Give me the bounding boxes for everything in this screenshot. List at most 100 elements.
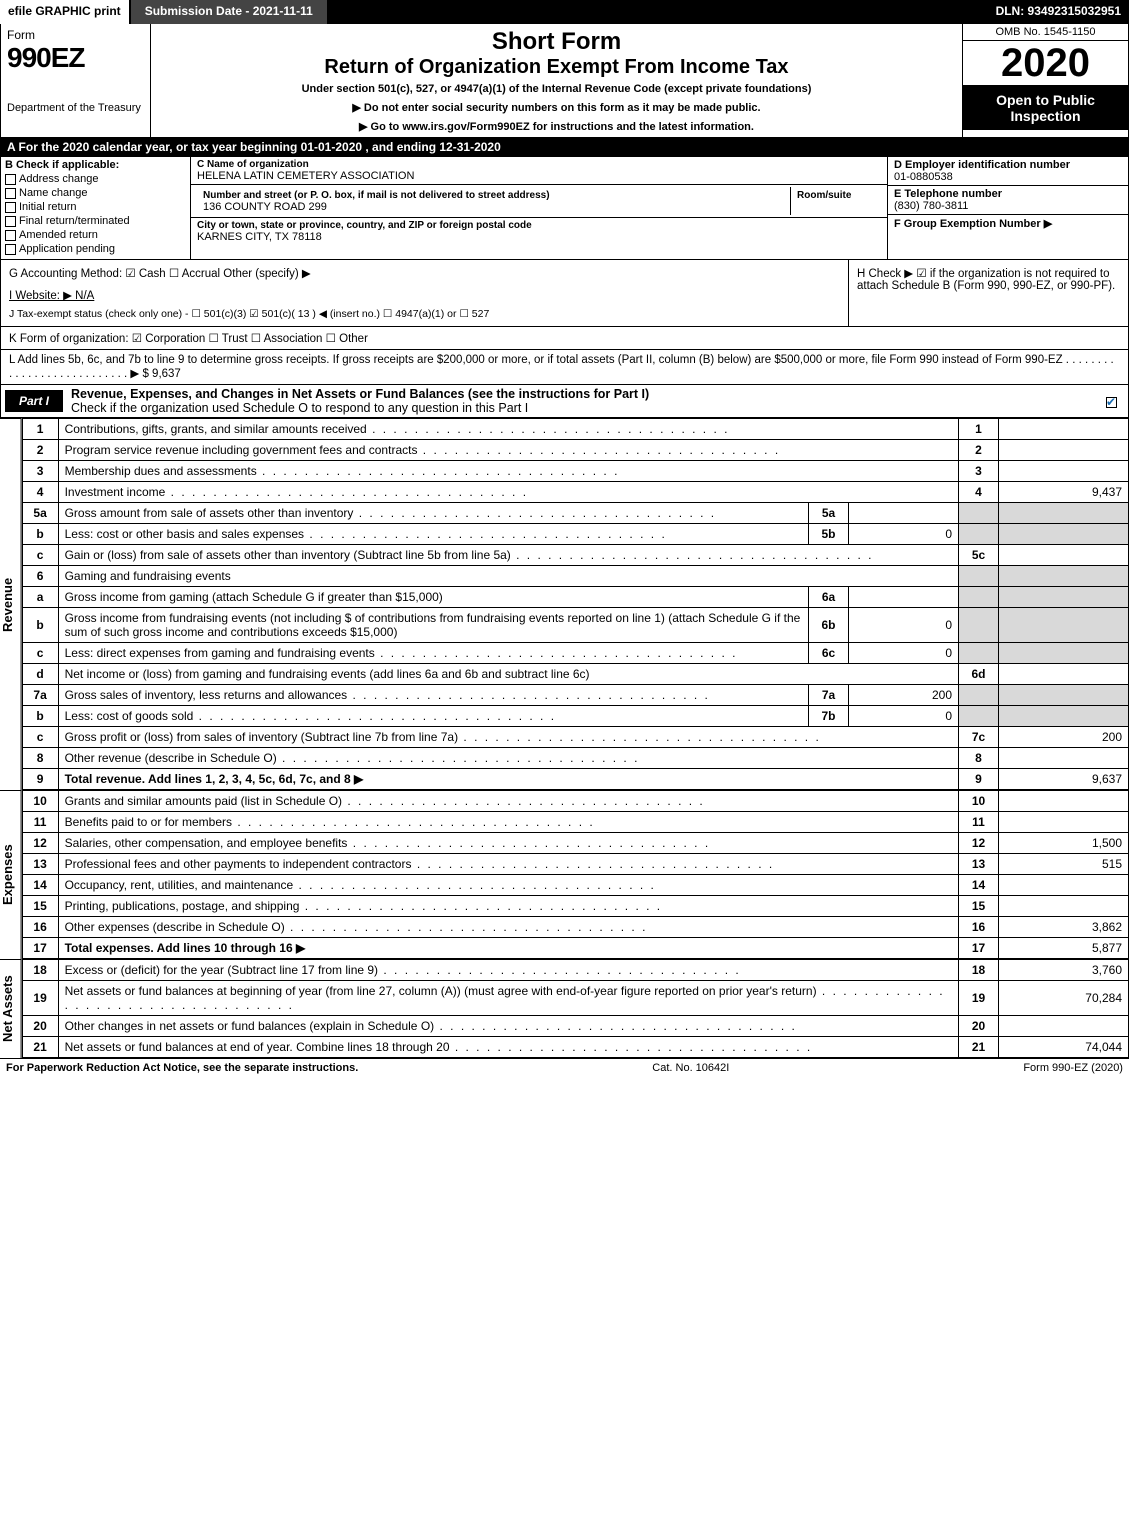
line-j: J Tax-exempt status (check only one) - ☐… — [9, 308, 840, 320]
col-c-org: C Name of organization HELENA LATIN CEME… — [191, 157, 888, 259]
revenue-section: Revenue 1Contributions, gifts, grants, a… — [0, 418, 1129, 790]
line-6: 6Gaming and fundraising events — [22, 566, 1128, 587]
tax-year: 2020 — [963, 41, 1128, 86]
org-name-label: C Name of organization — [197, 159, 881, 170]
line-6b: bGross income from fundraising events (n… — [22, 608, 1128, 643]
line-4: 4Investment income49,437 — [22, 482, 1128, 503]
org-name-block: C Name of organization HELENA LATIN CEME… — [191, 157, 887, 185]
header-mid: Short Form Return of Organization Exempt… — [151, 24, 963, 137]
line-5a: 5aGross amount from sale of assets other… — [22, 503, 1128, 524]
chk-final[interactable]: Final return/terminated — [5, 215, 186, 227]
ein-block: D Employer identification number 01-0880… — [888, 157, 1128, 186]
line-6d: dNet income or (loss) from gaming and fu… — [22, 664, 1128, 685]
line-5c: cGain or (loss) from sale of assets othe… — [22, 545, 1128, 566]
under-section: Under section 501(c), 527, or 4947(a)(1)… — [159, 83, 954, 95]
group-block: F Group Exemption Number ▶ — [888, 215, 1128, 232]
line-3: 3Membership dues and assessments3 — [22, 461, 1128, 482]
footer: For Paperwork Reduction Act Notice, see … — [0, 1058, 1129, 1077]
dept-treasury: Department of the Treasury — [7, 102, 144, 114]
netassets-label: Net Assets — [0, 959, 22, 1058]
mid-block: G Accounting Method: ☑ Cash ☐ Accrual Ot… — [0, 260, 1129, 327]
footer-mid: Cat. No. 10642I — [652, 1062, 729, 1074]
line-19: 19Net assets or fund balances at beginni… — [22, 981, 1128, 1016]
ein-value: 01-0880538 — [894, 171, 953, 183]
group-label: F Group Exemption Number ▶ — [894, 218, 1052, 230]
chk-initial[interactable]: Initial return — [5, 201, 186, 213]
line-7c: cGross profit or (loss) from sales of in… — [22, 727, 1128, 748]
short-form-title: Short Form — [159, 28, 954, 56]
form-number: 990EZ — [7, 42, 144, 74]
line-g: G Accounting Method: ☑ Cash ☐ Accrual Ot… — [9, 266, 840, 280]
expenses-label: Expenses — [0, 790, 22, 959]
omb-number: OMB No. 1545-1150 — [963, 24, 1128, 41]
top-bar: efile GRAPHIC print Submission Date - 20… — [0, 0, 1129, 24]
col-b-title: B Check if applicable: — [5, 159, 186, 171]
line-9: 9Total revenue. Add lines 1, 2, 3, 4, 5c… — [22, 769, 1128, 790]
netassets-table: 18Excess or (deficit) for the year (Subt… — [22, 959, 1129, 1058]
line-7a: 7aGross sales of inventory, less returns… — [22, 685, 1128, 706]
line-15: 15Printing, publications, postage, and s… — [22, 896, 1128, 917]
line-1: 1Contributions, gifts, grants, and simil… — [22, 419, 1128, 440]
header-right: OMB No. 1545-1150 2020 Open to Public In… — [963, 24, 1128, 137]
chk-amended[interactable]: Amended return — [5, 229, 186, 241]
expenses-table: 10Grants and similar amounts paid (list … — [22, 790, 1129, 959]
return-title: Return of Organization Exempt From Incom… — [159, 56, 954, 79]
line-8: 8Other revenue (describe in Schedule O)8 — [22, 748, 1128, 769]
line-5b: bLess: cost or other basis and sales exp… — [22, 524, 1128, 545]
spacer — [329, 0, 988, 24]
city-label: City or town, state or province, country… — [197, 220, 881, 231]
city-value: KARNES CITY, TX 78118 — [197, 231, 322, 243]
form-label: Form — [7, 28, 144, 42]
revenue-table: 1Contributions, gifts, grants, and simil… — [22, 418, 1129, 790]
line-20: 20Other changes in net assets or fund ba… — [22, 1016, 1128, 1037]
line-17: 17Total expenses. Add lines 10 through 1… — [22, 938, 1128, 959]
part1-subtitle: Check if the organization used Schedule … — [71, 401, 528, 415]
tel-block: E Telephone number (830) 780-3811 — [888, 186, 1128, 215]
header-left: Form 990EZ Department of the Treasury — [1, 24, 151, 137]
revenue-label: Revenue — [0, 418, 22, 790]
mid-right: H Check ▶ ☑ if the organization is not r… — [848, 260, 1128, 326]
chk-address[interactable]: Address change — [5, 173, 186, 185]
info-grid: B Check if applicable: Address change Na… — [0, 157, 1129, 260]
form-header: Form 990EZ Department of the Treasury Sh… — [0, 24, 1129, 138]
city-block: City or town, state or province, country… — [191, 218, 887, 245]
print-button[interactable]: efile GRAPHIC print — [0, 0, 131, 24]
ein-label: D Employer identification number — [894, 159, 1070, 171]
line-6c: cLess: direct expenses from gaming and f… — [22, 643, 1128, 664]
submission-date: Submission Date - 2021-11-11 — [131, 0, 329, 24]
footer-left: For Paperwork Reduction Act Notice, see … — [6, 1062, 358, 1074]
footer-right: Form 990-EZ (2020) — [1023, 1062, 1123, 1074]
netassets-section: Net Assets 18Excess or (deficit) for the… — [0, 959, 1129, 1058]
part1-title: Revenue, Expenses, and Changes in Net As… — [67, 385, 1098, 417]
line-h: H Check ▶ ☑ if the organization is not r… — [857, 266, 1120, 292]
line-6a: aGross income from gaming (attach Schedu… — [22, 587, 1128, 608]
mid-left: G Accounting Method: ☑ Cash ☐ Accrual Ot… — [1, 260, 848, 326]
chk-pending[interactable]: Application pending — [5, 243, 186, 255]
chk-name[interactable]: Name change — [5, 187, 186, 199]
line-18: 18Excess or (deficit) for the year (Subt… — [22, 960, 1128, 981]
col-b-checks: B Check if applicable: Address change Na… — [1, 157, 191, 259]
room-label: Room/suite — [797, 190, 851, 201]
warn-goto: Go to www.irs.gov/Form990EZ for instruct… — [159, 120, 954, 133]
line-2: 2Program service revenue including gover… — [22, 440, 1128, 461]
tel-value: (830) 780-3811 — [894, 200, 968, 212]
street-value: 136 COUNTY ROAD 299 — [203, 201, 327, 213]
line-14: 14Occupancy, rent, utilities, and mainte… — [22, 875, 1128, 896]
part1-tag: Part I — [5, 390, 63, 412]
street-label: Number and street (or P. O. box, if mail… — [203, 190, 550, 201]
street-row: Number and street (or P. O. box, if mail… — [191, 185, 887, 218]
org-name: HELENA LATIN CEMETERY ASSOCIATION — [197, 170, 414, 182]
tel-label: E Telephone number — [894, 188, 1002, 200]
dln-label: DLN: 93492315032951 — [988, 0, 1129, 24]
line-11: 11Benefits paid to or for members11 — [22, 812, 1128, 833]
part1-header: Part I Revenue, Expenses, and Changes in… — [0, 385, 1129, 418]
open-to-public: Open to Public Inspection — [963, 86, 1128, 130]
part1-check[interactable] — [1098, 393, 1128, 409]
line-16: 16Other expenses (describe in Schedule O… — [22, 917, 1128, 938]
warn-ssn: Do not enter social security numbers on … — [159, 101, 954, 114]
line-13: 13Professional fees and other payments t… — [22, 854, 1128, 875]
line-l: L Add lines 5b, 6c, and 7b to line 9 to … — [0, 350, 1129, 385]
line-k: K Form of organization: ☑ Corporation ☐ … — [0, 327, 1129, 350]
line-21: 21Net assets or fund balances at end of … — [22, 1037, 1128, 1058]
line-7b: bLess: cost of goods sold7b0 — [22, 706, 1128, 727]
